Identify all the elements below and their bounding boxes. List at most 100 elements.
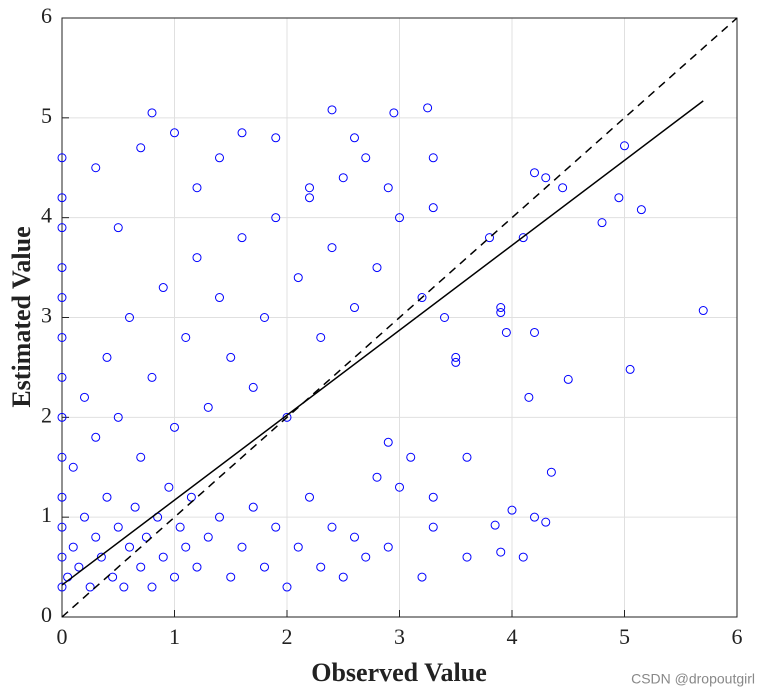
y-axis-title: Estimated Value bbox=[7, 226, 36, 407]
point bbox=[428, 492, 438, 502]
point bbox=[282, 582, 292, 592]
point bbox=[395, 482, 404, 492]
point bbox=[136, 562, 146, 572]
point bbox=[91, 432, 101, 442]
point bbox=[57, 293, 67, 303]
point bbox=[170, 128, 179, 138]
x-tick-label: 6 bbox=[732, 624, 743, 649]
point bbox=[462, 452, 472, 462]
x-axis-title: Observed Value bbox=[311, 658, 487, 687]
point bbox=[147, 582, 157, 592]
point bbox=[462, 552, 472, 562]
point bbox=[57, 263, 67, 273]
point bbox=[102, 492, 112, 502]
point bbox=[237, 233, 247, 243]
point bbox=[518, 233, 528, 243]
point bbox=[428, 203, 438, 213]
point bbox=[338, 572, 348, 582]
point bbox=[203, 532, 213, 542]
point bbox=[271, 522, 281, 532]
y-tick-label: 4 bbox=[41, 203, 52, 228]
point bbox=[395, 213, 404, 223]
y-tick-label: 6 bbox=[41, 3, 52, 28]
point bbox=[91, 532, 101, 542]
point bbox=[108, 572, 118, 582]
point bbox=[372, 263, 382, 273]
point bbox=[597, 218, 607, 228]
point bbox=[507, 505, 517, 515]
point bbox=[57, 412, 67, 422]
point bbox=[186, 492, 196, 502]
point bbox=[501, 327, 511, 337]
point bbox=[293, 542, 303, 552]
point bbox=[389, 108, 399, 118]
point bbox=[147, 108, 157, 118]
point bbox=[546, 467, 556, 477]
y-tick-label: 3 bbox=[41, 303, 52, 328]
point bbox=[136, 143, 146, 153]
point bbox=[327, 522, 337, 532]
point bbox=[57, 193, 67, 203]
point bbox=[57, 372, 67, 382]
reference-line bbox=[61, 17, 738, 618]
x-tick-label: 1 bbox=[169, 624, 180, 649]
x-tick-label: 3 bbox=[394, 624, 405, 649]
point bbox=[113, 522, 123, 532]
x-tick-label: 5 bbox=[619, 624, 630, 649]
point bbox=[428, 522, 438, 532]
point bbox=[113, 412, 123, 422]
y-tick-label: 5 bbox=[41, 103, 52, 128]
point bbox=[260, 562, 269, 572]
point bbox=[383, 542, 393, 552]
point bbox=[361, 552, 371, 562]
point bbox=[350, 532, 359, 542]
point bbox=[305, 183, 314, 193]
point bbox=[80, 392, 89, 402]
point bbox=[125, 313, 134, 322]
point bbox=[215, 153, 224, 163]
point bbox=[636, 205, 646, 215]
point bbox=[383, 183, 393, 193]
point bbox=[305, 193, 314, 203]
point bbox=[496, 547, 506, 557]
x-tick-label: 4 bbox=[507, 624, 518, 649]
point bbox=[383, 437, 393, 447]
point bbox=[158, 283, 168, 293]
point bbox=[361, 153, 371, 163]
point bbox=[271, 133, 281, 143]
point bbox=[130, 502, 140, 512]
point bbox=[248, 502, 258, 512]
point bbox=[175, 522, 185, 532]
point bbox=[226, 352, 236, 362]
point bbox=[57, 522, 67, 532]
point bbox=[170, 422, 179, 432]
point bbox=[68, 462, 78, 472]
point bbox=[451, 357, 461, 367]
x-tick-label: 0 bbox=[57, 624, 68, 649]
point bbox=[530, 512, 539, 522]
point bbox=[237, 542, 247, 552]
point bbox=[192, 253, 202, 263]
point bbox=[490, 520, 500, 530]
point bbox=[248, 382, 258, 392]
point bbox=[57, 223, 67, 233]
point bbox=[530, 327, 539, 337]
point bbox=[85, 582, 95, 592]
point bbox=[338, 173, 348, 183]
point bbox=[372, 472, 382, 482]
point bbox=[203, 402, 213, 412]
point bbox=[181, 542, 191, 552]
point bbox=[563, 374, 573, 384]
point bbox=[406, 452, 416, 462]
point bbox=[226, 572, 236, 582]
point bbox=[57, 582, 67, 592]
point bbox=[350, 303, 359, 313]
point bbox=[113, 223, 123, 233]
point bbox=[57, 452, 67, 462]
point bbox=[181, 332, 191, 342]
point bbox=[271, 213, 281, 223]
point bbox=[327, 243, 337, 253]
point bbox=[119, 582, 129, 592]
point bbox=[327, 105, 337, 115]
